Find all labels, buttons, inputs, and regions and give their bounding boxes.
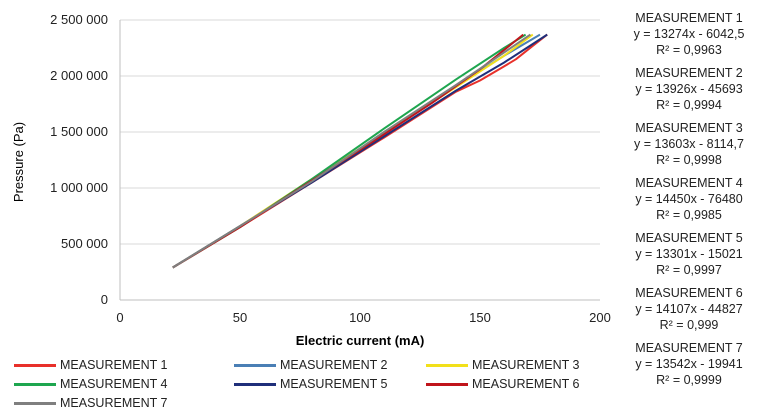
trendline-name: MEASUREMENT 5 bbox=[635, 231, 743, 245]
trendline-equation: y = 13542x - 19941 bbox=[635, 357, 743, 371]
x-tick-label: 100 bbox=[349, 310, 371, 325]
legend-swatch bbox=[14, 401, 56, 405]
x-tick-label: 50 bbox=[233, 310, 247, 325]
legend-item: MEASUREMENT 2 bbox=[234, 356, 387, 374]
legend-swatch bbox=[234, 382, 276, 386]
series-line bbox=[172, 33, 531, 269]
trendline-equation: y = 14450x - 76480 bbox=[635, 192, 743, 206]
trendline-equation-block: MEASUREMENT 1 y = 13274x - 6042,5 R² = 0,9… bbox=[604, 10, 774, 58]
y-tick-label: 2 000 000 bbox=[50, 68, 108, 83]
tick-labels: 0 500 000 1 000 000 1 500 000 2 000 000 2 500… bbox=[50, 12, 611, 325]
legend-label: MEASUREMENT 2 bbox=[280, 358, 388, 372]
trendline-r2: R² = 0,9997 bbox=[656, 263, 722, 277]
y-tick-label: 1 000 000 bbox=[50, 180, 108, 195]
y-tick-label: 0 bbox=[101, 292, 108, 307]
legend-item: MEASUREMENT 7 bbox=[14, 394, 167, 412]
trendline-name: MEASUREMENT 6 bbox=[635, 286, 743, 300]
legend-item: MEASUREMENT 4 bbox=[14, 375, 167, 393]
legend-item: MEASUREMENT 1 bbox=[14, 356, 167, 374]
series-line bbox=[172, 33, 527, 269]
y-tick-label: 2 500 000 bbox=[50, 12, 108, 27]
x-axis-title: Electric current (mA) bbox=[296, 333, 425, 348]
legend-swatch bbox=[234, 363, 276, 367]
y-axis-title: Pressure (Pa) bbox=[11, 122, 26, 202]
legend-item: MEASUREMENT 6 bbox=[426, 375, 579, 393]
trendline-r2: R² = 0,999 bbox=[659, 318, 719, 332]
trendline-name: MEASUREMENT 4 bbox=[635, 176, 743, 190]
legend-swatch bbox=[14, 363, 56, 367]
legend-label: MEASUREMENT 1 bbox=[60, 358, 168, 372]
series-lines bbox=[172, 33, 548, 269]
x-tick-label: 200 bbox=[589, 310, 611, 325]
legend-label: MEASUREMENT 5 bbox=[280, 377, 388, 391]
trendline-name: MEASUREMENT 3 bbox=[635, 121, 743, 135]
trendline-equation-block: MEASUREMENT 6 y = 14107x - 44827 R² = 0,99… bbox=[604, 285, 774, 333]
legend-label: MEASUREMENT 6 bbox=[472, 377, 580, 391]
trendline-name: MEASUREMENT 7 bbox=[635, 341, 743, 355]
trendline-equation-block: MEASUREMENT 3 y = 13603x - 8114,7 R² = 0,9… bbox=[604, 120, 774, 168]
x-tick-label: 0 bbox=[116, 310, 123, 325]
legend-label: MEASUREMENT 3 bbox=[472, 358, 580, 372]
y-tick-label: 1 500 000 bbox=[50, 124, 108, 139]
trendline-r2: R² = 0,9963 bbox=[656, 43, 722, 57]
x-tick-label: 150 bbox=[469, 310, 491, 325]
gridlines bbox=[120, 19, 600, 245]
trendline-equation-block: MEASUREMENT 5 y = 13301x - 15021 R² = 0,99… bbox=[604, 230, 774, 278]
legend-item: MEASUREMENT 3 bbox=[426, 356, 579, 374]
trendline-r2: R² = 0,9999 bbox=[656, 373, 722, 387]
trendline-r2: R² = 0,9994 bbox=[656, 98, 722, 112]
trendline-name: MEASUREMENT 1 bbox=[635, 11, 743, 25]
trendline-equation: y = 13274x - 6042,5 bbox=[633, 27, 745, 41]
legend-label: MEASUREMENT 4 bbox=[60, 377, 168, 391]
legend-label: MEASUREMENT 7 bbox=[60, 396, 168, 410]
trendline-equation: y = 13603x - 8114,7 bbox=[634, 137, 744, 151]
y-tick-label: 500 000 bbox=[61, 236, 108, 251]
trendline-equation-block: MEASUREMENT 4 y = 14450x - 76480 R² = 0,99… bbox=[604, 175, 774, 223]
legend-swatch bbox=[14, 382, 56, 386]
trendline-equation-block: MEASUREMENT 7 y = 13542x - 19941 R² = 0,99… bbox=[604, 340, 774, 388]
trendline-r2: R² = 0,9998 bbox=[656, 153, 722, 167]
legend-item: MEASUREMENT 5 bbox=[234, 375, 387, 393]
trendline-equation: y = 13301x - 15021 bbox=[635, 247, 743, 261]
legend-swatch bbox=[426, 382, 468, 386]
trendline-name: MEASUREMENT 2 bbox=[635, 66, 743, 80]
trendline-equation-block: MEASUREMENT 2 y = 13926x - 45693 R² = 0,99… bbox=[604, 65, 774, 113]
axes bbox=[119, 20, 600, 301]
trendline-equation: y = 13926x - 45693 bbox=[635, 82, 743, 96]
legend-swatch bbox=[426, 363, 468, 367]
trendline-r2: R² = 0,9985 bbox=[656, 208, 722, 222]
trendline-equation: y = 14107x - 44827 bbox=[635, 302, 743, 316]
